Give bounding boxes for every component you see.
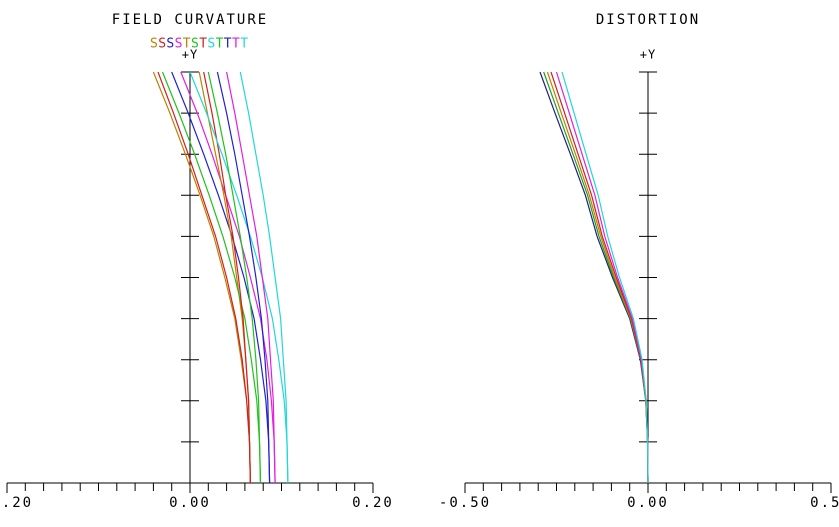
curve [152,71,251,484]
x-tick-label: 0.50 [810,495,839,511]
curve [226,71,276,484]
curve [239,71,289,484]
legend-entry: S [175,37,183,52]
chart-title: DISTORTION [596,12,700,28]
legend-entry: S [207,37,215,52]
legend-entry: T [232,37,240,52]
curve [180,71,276,484]
legend-entry: T [240,37,248,52]
legend-entry: T [183,37,191,52]
curve [161,71,262,484]
chart-title: FIELD CURVATURE [112,12,268,28]
x-tick-label: 0.00 [169,495,211,511]
curve [207,71,262,484]
curve [561,71,649,484]
legend-entry: S [158,37,166,52]
curve [555,71,649,484]
curve [216,71,271,484]
legend-entry: S [150,37,158,52]
y-axis-label: +Y [182,48,198,62]
curve [157,71,251,484]
legend-entry: S [191,37,199,52]
legend-entry: T [199,37,207,52]
x-tick-label: 0.20 [352,495,394,511]
x-tick-label: -0.50 [439,495,491,511]
curve [171,71,271,484]
curve [543,71,649,484]
y-axis-label: +Y [640,48,656,62]
legend-entry: T [216,37,224,52]
legend-entry: S [166,37,174,52]
legend-entry: T [224,37,232,52]
x-tick-label: -0.20 [0,495,33,511]
curve [539,71,649,484]
x-tick-label: 0.00 [627,495,669,511]
